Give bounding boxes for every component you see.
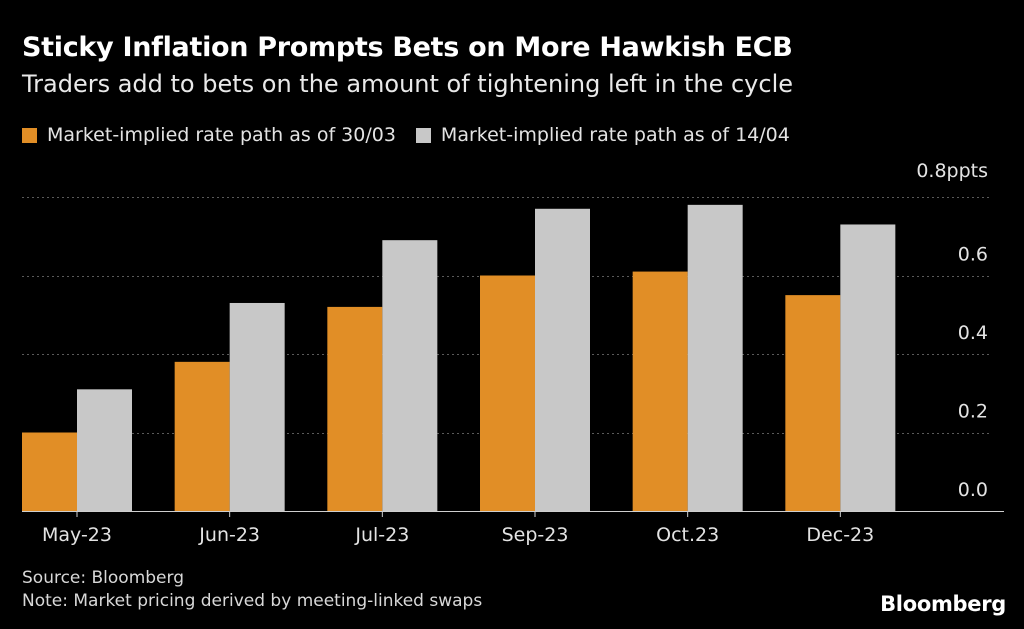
x-tick-label: May-23 [42, 524, 112, 546]
x-tick-label: Sep-23 [502, 524, 569, 546]
bar-14-04-sep-23 [535, 208, 590, 511]
x-tick-label: Oct.23 [656, 524, 719, 546]
bar-30-03-jun-23 [174, 361, 230, 511]
x-tick-label: Jul-23 [354, 524, 409, 546]
methodology-note: Note: Market pricing derived by meeting-… [22, 591, 483, 611]
y-tick-label: 0.6 [958, 244, 988, 266]
bar-14-04-dec-23 [840, 224, 896, 511]
legend-swatch-orange [22, 127, 37, 143]
legend-label-14-04: Market-implied rate path as of 14/04 [440, 124, 790, 146]
chart-title: Sticky Inflation Prompts Bets on More Ha… [22, 32, 793, 63]
chart-subtitle: Traders add to bets on the amount of tig… [22, 70, 794, 98]
bar-30-03-jul-23 [327, 306, 383, 511]
x-tick-label: Dec-23 [806, 524, 874, 546]
bar-30-03-oct-23 [632, 271, 688, 511]
legend-swatch-gray [415, 127, 431, 143]
bar-30-03-sep-23 [480, 275, 535, 511]
source-note: Source: Bloomberg [22, 568, 184, 588]
bar-14-04-jun-23 [229, 302, 285, 511]
y-tick-label: 0.2 [958, 401, 988, 423]
legend: Market-implied rate path as of 30/03 Mar… [22, 124, 810, 146]
legend-item-14-04: Market-implied rate path as of 14/04 [415, 124, 790, 146]
y-axis-top-label: 0.8ppts [916, 160, 988, 182]
y-tick-label: 0.4 [958, 322, 988, 344]
bar-14-04-may-23 [77, 389, 132, 511]
bar-14-04-oct-23 [687, 204, 743, 511]
bloomberg-logo: Bloomberg [880, 592, 1006, 616]
bar-14-04-jul-23 [382, 240, 438, 512]
legend-label-30-03: Market-implied rate path as of 30/03 [47, 124, 396, 146]
y-tick-label: 0.0 [958, 479, 988, 501]
x-tick-label: Jun-23 [198, 524, 260, 546]
legend-item-30-03: Market-implied rate path as of 30/03 [22, 124, 396, 146]
bar-30-03-dec-23 [785, 295, 841, 511]
bar-30-03-may-23 [22, 432, 77, 511]
